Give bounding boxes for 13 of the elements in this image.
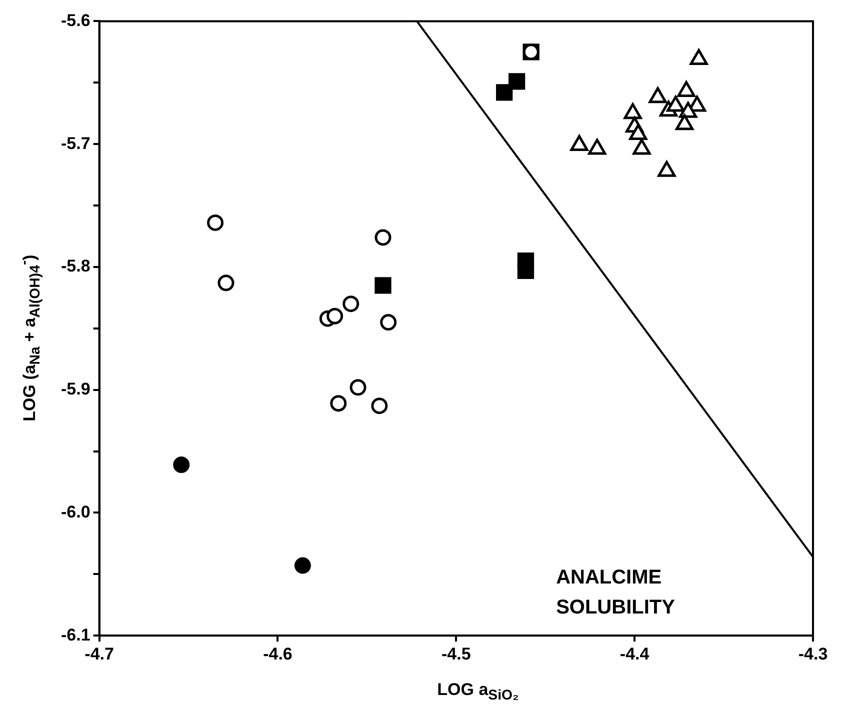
y-tick-label: -5.7: [60, 134, 90, 153]
x-tick-label: -4.4: [620, 644, 650, 664]
y-tick-label: -5.9: [60, 380, 90, 399]
y-tick-label: -6.1: [60, 625, 90, 644]
x-tick-label: -4.3: [798, 644, 828, 664]
annotation: ANALCIME SOLUBILITY: [556, 566, 676, 619]
x-tick-label: -4.6: [263, 644, 292, 664]
x-tick-label: -4.7: [84, 644, 114, 664]
x-axis-title: LOG a$_{SiO₂}$: [437, 680, 519, 704]
y-tick-label: -6.0: [60, 502, 90, 522]
y-tick-label: -5.6: [60, 10, 90, 30]
y-tick-label: -5.8: [60, 256, 90, 276]
x-tick-label: -4.5: [442, 644, 471, 664]
